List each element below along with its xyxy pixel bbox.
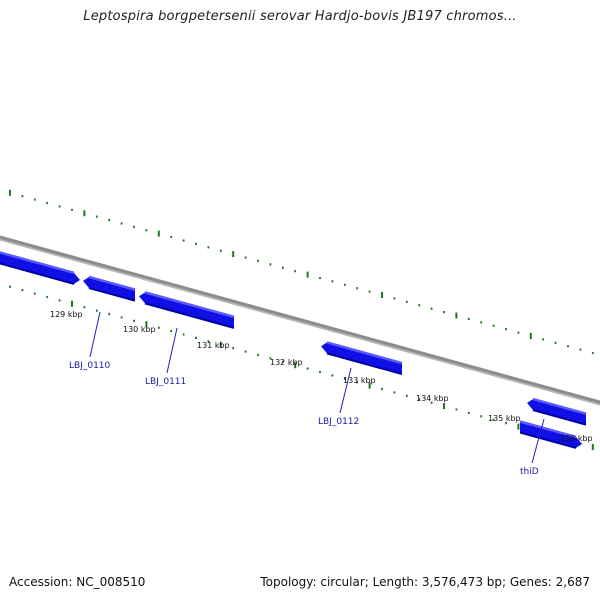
gene-arrow-shadow — [88, 287, 136, 302]
gene-label[interactable]: LBJ_0111 — [145, 377, 186, 387]
gene-label[interactable]: LBJ_0110 — [69, 361, 111, 371]
tick-label: 135 kbp — [488, 414, 521, 423]
gene-arrow-highlight — [88, 275, 136, 291]
gene-arrow[interactable] — [139, 291, 235, 329]
backbone-line — [0, 235, 600, 404]
accession-label: Accession: NC_008510 — [9, 575, 146, 589]
tick-label: 129 kbp — [50, 310, 83, 319]
gene-arrow-shadow — [0, 262, 75, 285]
gene-arrow-body[interactable] — [83, 276, 135, 301]
tick-label: 136 kbp — [560, 434, 593, 443]
gene-features[interactable] — [0, 251, 587, 449]
outer-tick-track — [9, 189, 594, 355]
map-title: Leptospira borgpetersenii serovar Hardjo… — [83, 9, 517, 24]
gene-leader-lines — [89, 311, 545, 464]
gene-arrow-shadow — [519, 431, 577, 449]
gene-arrow-shadow — [144, 302, 235, 329]
gene-arrow[interactable] — [519, 420, 582, 449]
gene-arrow[interactable] — [0, 251, 80, 285]
gene-arrow-highlight — [326, 341, 403, 365]
gene-arrow[interactable] — [527, 397, 587, 426]
gene-leader-line — [339, 367, 352, 414]
gene-label[interactable]: LBJ_0112 — [318, 417, 359, 427]
gene-arrow-body[interactable] — [321, 342, 402, 375]
tick-labels: 129 kbp 130 kbp 131 kbp 132 kbp 133 kbp 134 k… — [50, 310, 593, 443]
gene-leader-line — [531, 418, 545, 464]
gene-labels[interactable]: LBJ_0110 LBJ_0111 LBJ_0112 thiD — [69, 361, 539, 477]
gene-label[interactable]: thiD — [520, 467, 539, 477]
tick-label: 133 kbp — [343, 376, 376, 385]
gene-leader-line — [89, 311, 101, 358]
gene-arrow-highlight — [519, 420, 577, 439]
gene-arrow-body[interactable] — [139, 292, 234, 328]
gene-arrow-highlight — [144, 291, 235, 319]
gene-arrow-body[interactable] — [527, 399, 586, 425]
tick-label: 134 kbp — [416, 394, 449, 403]
tick-label: 132 kbp — [270, 358, 303, 367]
gene-arrow[interactable] — [321, 341, 403, 376]
gene-arrow-shadow — [326, 352, 403, 376]
tick-label: 131 kbp — [197, 341, 230, 350]
gene-arrow-shadow — [532, 409, 587, 426]
gene-arrow[interactable] — [83, 275, 136, 302]
genome-summary: Topology: circular; Length: 3,576,473 bp… — [260, 575, 590, 589]
chromosome-backbone — [0, 235, 600, 406]
gene-arrow-body[interactable] — [0, 251, 80, 284]
gene-arrow-body[interactable] — [520, 421, 582, 448]
gene-leader-line — [166, 327, 178, 374]
gene-arrow-highlight — [532, 397, 587, 415]
gene-arrow-highlight — [0, 251, 75, 275]
tick-label: 130 kbp — [123, 325, 156, 334]
